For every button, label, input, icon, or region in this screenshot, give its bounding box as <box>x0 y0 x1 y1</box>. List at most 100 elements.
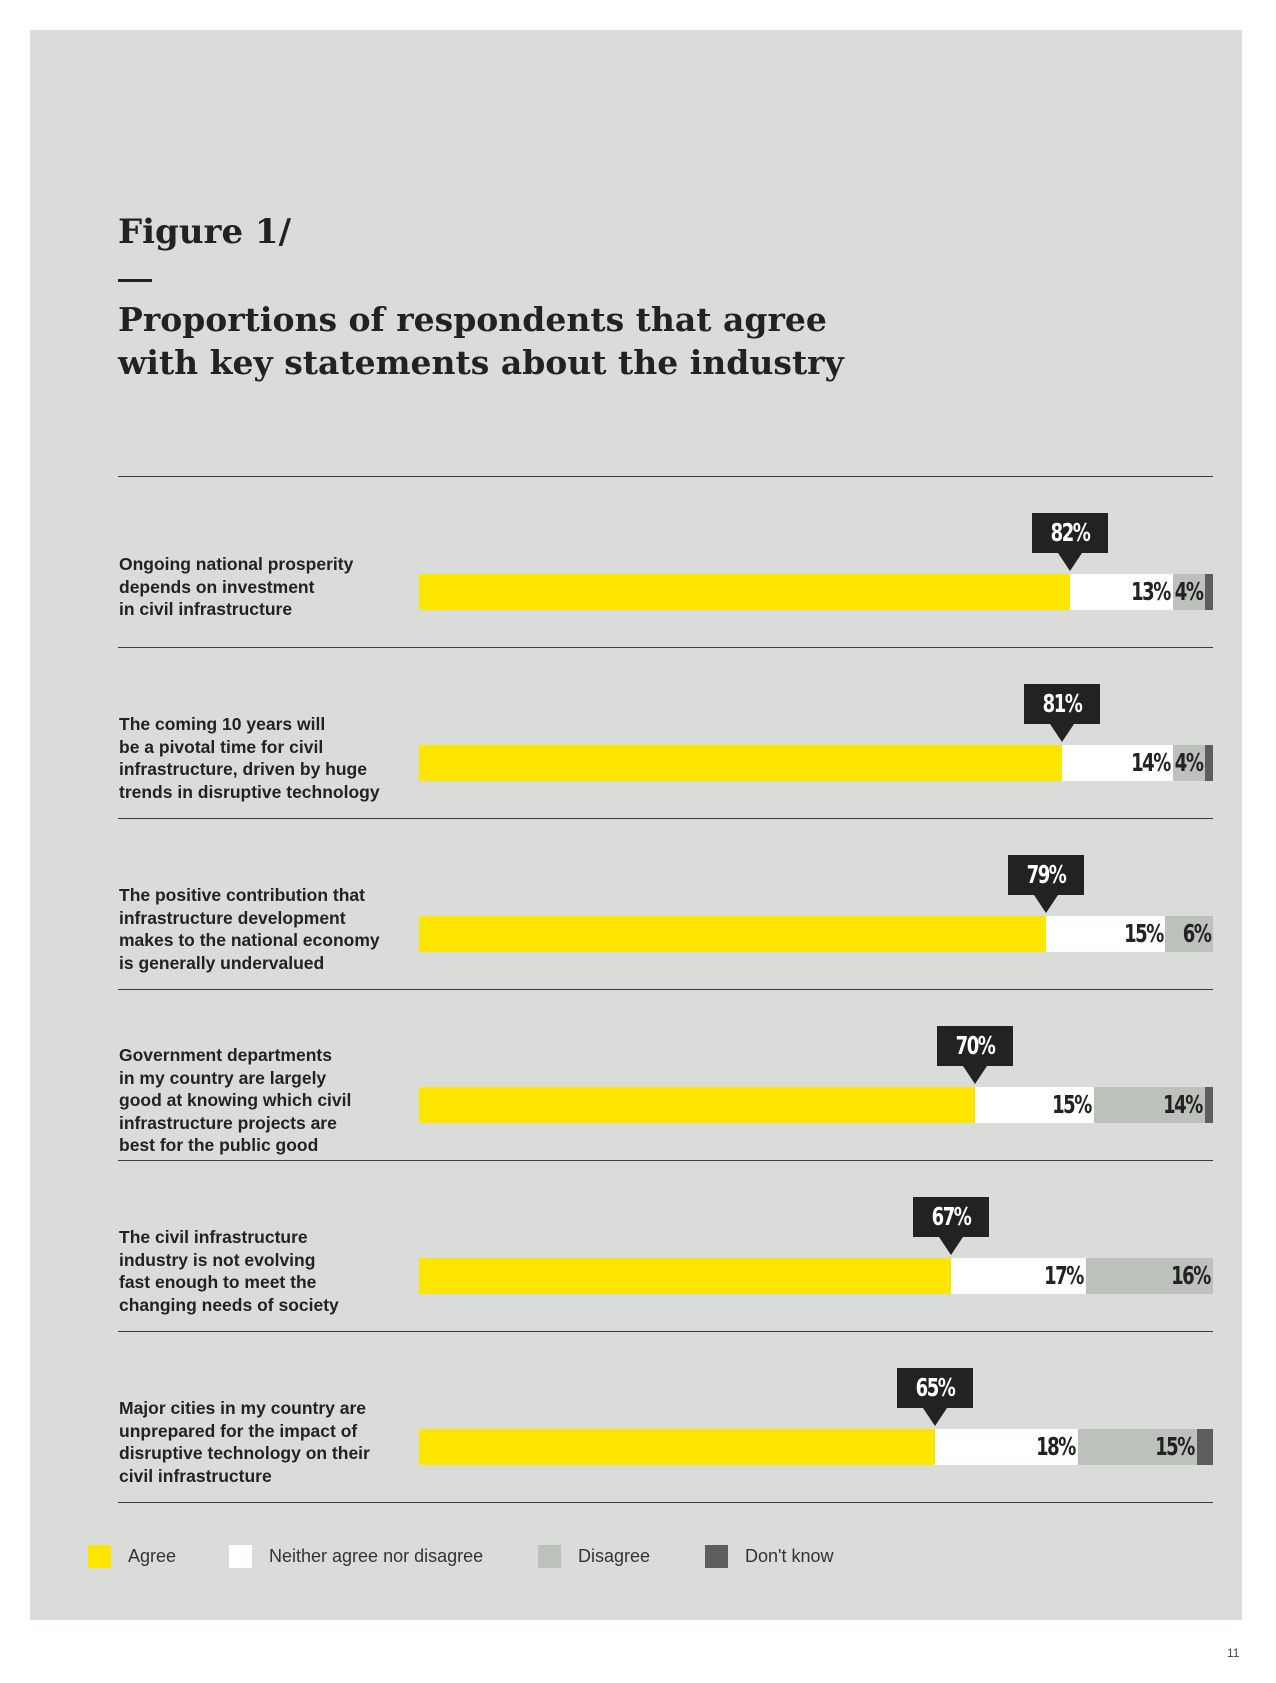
bar-value-label-disagree: 4% <box>1174 577 1203 606</box>
legend-item-dont-know: Don't know <box>705 1543 833 1569</box>
legend-item-neither: Neither agree nor disagree <box>229 1543 483 1569</box>
callout-pointer <box>1058 553 1083 571</box>
bar-segment-dont-know <box>1205 574 1213 610</box>
bar-segment-neither: 15% <box>974 1087 1094 1123</box>
callout-pointer <box>938 1237 963 1255</box>
legend-item-agree: Agree <box>88 1543 176 1569</box>
bar-segment-neither: 15% <box>1046 916 1166 952</box>
bar-value-label-neither: 14% <box>1131 748 1172 777</box>
row-divider <box>118 1331 1213 1332</box>
statement-line: in my country are largely <box>119 1067 327 1088</box>
bar-segment-dont-know <box>1205 745 1213 781</box>
bar-segment-disagree: 4% <box>1173 745 1206 781</box>
callout-pointer <box>962 1066 987 1084</box>
figure-label: Figure 1/ <box>118 212 292 252</box>
agree-value-label: 67% <box>931 1202 972 1231</box>
statement-line: best for the public good <box>119 1135 319 1155</box>
stacked-bar: 18% 15% <box>419 1429 1213 1465</box>
bar-value-label-disagree: 4% <box>1174 748 1203 777</box>
stacked-bar: 13% 4% <box>419 574 1213 610</box>
statement-line: industry is not evolving <box>119 1249 316 1270</box>
figure-panel <box>30 30 1242 1620</box>
statement-label: Major cities in my country are unprepared… <box>119 1397 404 1487</box>
row-divider <box>118 1160 1213 1161</box>
statement-line: depends on investment <box>119 576 315 597</box>
stacked-bar: 17% 16% <box>419 1258 1213 1294</box>
statement-line: infrastructure, driven by huge <box>119 759 367 779</box>
agree-value-label: 65% <box>915 1373 956 1402</box>
bar-value-label-neither: 13% <box>1131 577 1172 606</box>
legend-label-neither: Neither agree nor disagree <box>269 1545 484 1566</box>
chart-row: Major cities in my country are unprepared… <box>0 1331 1276 1502</box>
agree-callout: 81% <box>1024 684 1101 742</box>
statement-label: Ongoing national prosperity depends on in… <box>119 553 404 621</box>
statement-line: good at knowing which civil <box>119 1090 352 1110</box>
chart-row: Government departments in my country are … <box>0 989 1276 1160</box>
legend-swatch-disagree <box>538 1544 561 1568</box>
callout-pointer <box>1050 724 1075 742</box>
chart-row: Ongoing national prosperity depends on in… <box>0 476 1276 647</box>
chart-row: The civil infrastructure industry is not … <box>0 1160 1276 1331</box>
bar-value-label-neither: 18% <box>1036 1432 1076 1461</box>
agree-value-label: 70% <box>955 1031 995 1060</box>
bar-segment-neither: 18% <box>935 1429 1078 1465</box>
bar-segment-neither: 14% <box>1062 745 1174 781</box>
agree-callout: 65% <box>897 1368 974 1426</box>
bar-segment-disagree: 4% <box>1173 574 1206 610</box>
bar-segment-dont-know <box>1197 1429 1213 1465</box>
legend-swatch-dont-know <box>705 1544 728 1568</box>
statement-label: The civil infrastructure industry is not … <box>119 1226 404 1316</box>
statement-line: is generally undervalued <box>119 952 325 973</box>
statement-line: be a pivotal time for civil <box>119 736 324 757</box>
agree-callout: 82% <box>1032 513 1109 571</box>
bar-segment-disagree: 16% <box>1085 1258 1213 1294</box>
bar-segment-dont-know <box>1205 1087 1213 1123</box>
bar-value-label-disagree: 15% <box>1155 1432 1195 1461</box>
agree-value-label: 82% <box>1050 518 1091 547</box>
statement-line: fast enough to meet the <box>119 1272 317 1292</box>
title-dash <box>118 279 152 282</box>
row-divider <box>118 818 1213 819</box>
legend-item-disagree: Disagree <box>538 1543 650 1569</box>
bar-value-label-disagree: 6% <box>1182 919 1211 948</box>
bar-value-label-disagree: 16% <box>1171 1261 1211 1290</box>
statement-line: The positive contribution that <box>119 885 365 905</box>
bar-segment-neither: 13% <box>1070 574 1174 610</box>
bar-segment-agree <box>419 916 1047 952</box>
statement-line: in civil infrastructure <box>119 599 293 619</box>
statement-line: The coming 10 years will <box>119 714 326 734</box>
statement-label: The positive contribution that infrastruc… <box>119 884 404 974</box>
statement-line: Major cities in my country are <box>119 1398 367 1418</box>
bar-value-label-neither: 17% <box>1044 1261 1084 1290</box>
page-number: 11 <box>1227 1646 1240 1660</box>
legend-label-dont-know: Don't know <box>745 1545 834 1566</box>
chart-legend: Agree Neither agree nor disagree Disagre… <box>0 1543 1276 1573</box>
stacked-bar: 15% 14% <box>419 1087 1213 1123</box>
bar-value-label-disagree: 14% <box>1163 1090 1203 1119</box>
bar-segment-agree <box>419 745 1063 781</box>
bar-segment-disagree: 6% <box>1165 916 1213 952</box>
statement-line: makes to the national economy <box>119 930 380 950</box>
figure-title: Proportions of respondents that agree wi… <box>118 300 844 382</box>
bar-segment-agree <box>419 574 1071 610</box>
bar-value-label-neither: 15% <box>1052 1090 1092 1119</box>
bar-segment-agree <box>419 1258 951 1294</box>
row-divider <box>118 476 1213 477</box>
row-divider <box>118 989 1213 990</box>
chart-row: The coming 10 years will be a pivotal tim… <box>0 647 1276 818</box>
statement-line: unprepared for the impact of <box>119 1420 358 1441</box>
statement-line: disruptive technology on their <box>119 1443 370 1463</box>
agree-callout: 79% <box>1008 855 1085 913</box>
agree-callout: 70% <box>936 1026 1013 1084</box>
callout-pointer <box>923 1408 948 1426</box>
row-divider <box>118 1502 1213 1503</box>
statement-label: Government departments in my country are … <box>119 1044 404 1157</box>
chart-row: The positive contribution that infrastruc… <box>0 818 1276 989</box>
legend-label-agree: Agree <box>128 1545 177 1566</box>
statement-line: infrastructure projects are <box>119 1112 337 1133</box>
stacked-bar: 14% 4% <box>419 745 1213 781</box>
bar-segment-agree <box>419 1087 975 1123</box>
bar-segment-neither: 17% <box>950 1258 1086 1294</box>
statement-line: Ongoing national prosperity <box>119 554 354 574</box>
statement-line: trends in disruptive technology <box>119 781 380 802</box>
